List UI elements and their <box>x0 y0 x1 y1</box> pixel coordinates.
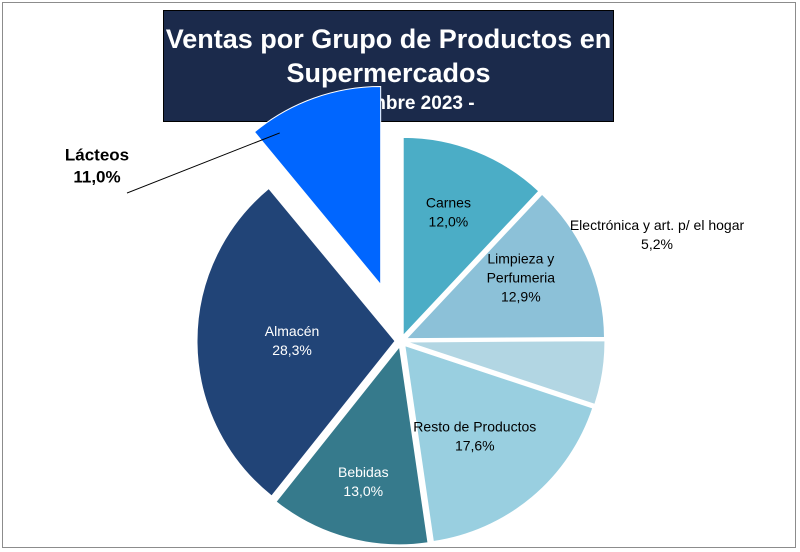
slice-label-limpieza-y-perfumeria: Limpieza y Perfumeria 12,9% <box>487 250 556 304</box>
pie-slice-carnes <box>402 136 540 337</box>
slice-name-resto-de-productos: Resto de Productos <box>413 418 536 434</box>
slice-label-resto-de-productos: Resto de Productos 17,6% <box>413 418 536 453</box>
slice-name-electronica-y-art-p-el-hogar: Electrónica y art. p/ el hogar <box>570 217 745 233</box>
slice-name-bebidas: Bebidas <box>338 464 389 480</box>
chart-title-line-2: Supermercados <box>286 58 491 88</box>
slice-name-limpieza-y-perfumeria: Perfumeria <box>487 269 556 285</box>
slice-value-limpieza-y-perfumeria: 12,9% <box>501 288 541 304</box>
pie-slice-resto-de-productos <box>404 344 594 543</box>
slice-value-carnes: 12,0% <box>429 213 469 229</box>
leader-line-lacteos <box>126 132 280 194</box>
slice-value-electronica-y-art-p-el-hogar: 5,2% <box>641 236 673 252</box>
slice-name-almacen: Almacén <box>265 323 319 339</box>
slice-value-bebidas: 13,0% <box>343 483 383 499</box>
slice-name-carnes: Carnes <box>426 194 471 210</box>
pie-slice-lacteos <box>253 86 382 286</box>
slice-label-bebidas: Bebidas 13,0% <box>338 464 389 499</box>
pie-slice-almacen <box>196 187 396 497</box>
pie-slice-limpieza-y-perfumeria <box>405 193 605 340</box>
slice-value-resto-de-productos: 17,6% <box>455 437 495 453</box>
slice-label-lacteos: Lácteos 11,0% <box>65 145 129 186</box>
slice-value-almacen: 28,3% <box>272 342 312 358</box>
chart-title-box: Ventas por Grupo de Productos en Superme… <box>163 10 614 122</box>
pie-slice-electronica-y-art-p-el-hogar <box>406 340 606 405</box>
slice-label-almacen: Almacén 28,3% <box>265 323 319 358</box>
slice-name-lacteos: Lácteos <box>65 145 129 164</box>
slice-label-carnes: Carnes 12,0% <box>426 194 471 229</box>
slice-value-lacteos: 11,0% <box>73 167 120 186</box>
pie-slice-bebidas <box>275 345 429 546</box>
slice-name-limpieza-y-perfumeria: Limpieza y <box>487 250 554 266</box>
chart-title-line-1: Ventas por Grupo de Productos en <box>165 24 612 54</box>
slice-label-electronica-y-art-p-el-hogar: Electrónica y art. p/ el hogar 5,2% <box>570 217 745 252</box>
